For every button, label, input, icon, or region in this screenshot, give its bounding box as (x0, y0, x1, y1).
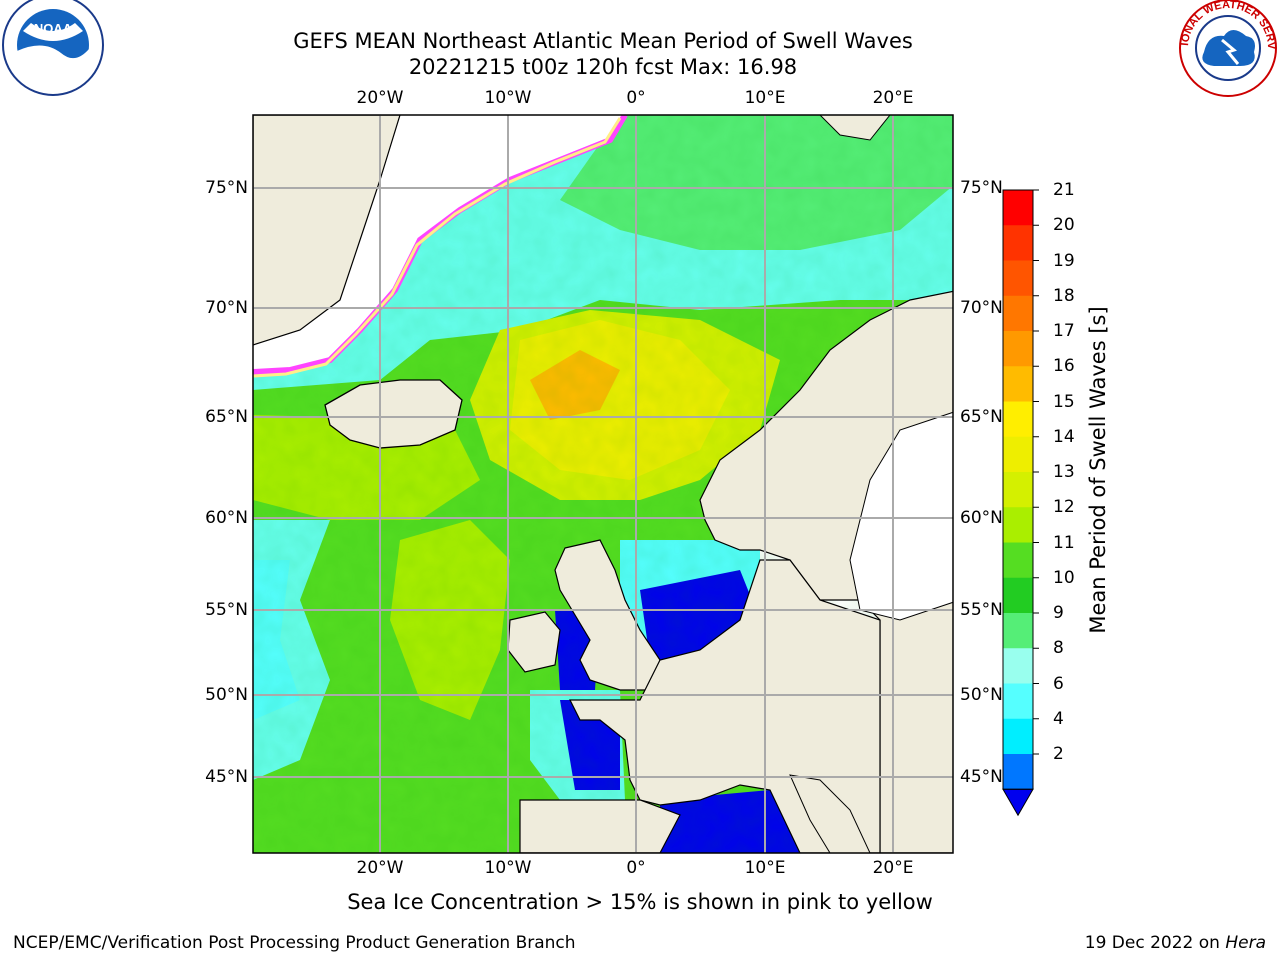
ice-edge-yellow (253, 117, 622, 378)
graticule (253, 115, 953, 853)
lat-tick-left: 45°N (205, 767, 248, 787)
lat-tick-right: 65°N (960, 407, 1003, 427)
lon-tick-top: 10°W (484, 88, 532, 108)
lat-tick-left: 65°N (205, 407, 248, 427)
colorbar-segment (1003, 260, 1033, 297)
colorbar-segment (1003, 613, 1033, 649)
colorbar-tick-label: 21 (1053, 180, 1075, 200)
lat-tick-right: 75°N (960, 178, 1003, 198)
colorbar-segment (1003, 366, 1033, 402)
colorbar-tick-label: 16 (1053, 356, 1075, 377)
colorbar-segment (1003, 401, 1033, 438)
svalbard-land (819, 115, 891, 141)
lat-tick-right: 55°N (960, 600, 1003, 620)
colorbar-tick-label: 15 (1053, 391, 1075, 412)
colorbar-under-arrow (1002, 788, 1034, 817)
footer-date-text: 19 Dec 2022 on (1084, 933, 1220, 953)
great-britain-land (554, 539, 661, 691)
colorbar-tick-label: 10 (1053, 567, 1075, 588)
lon-tick-bottom: 10°W (484, 858, 532, 878)
colorbar-segment (1003, 754, 1033, 790)
colorbar-segment (1003, 648, 1033, 684)
iberia-land (519, 799, 681, 853)
colorbar-tick-label: 17 (1053, 321, 1075, 341)
colorbar-segment (1003, 507, 1033, 543)
colorbar-frame (1002, 189, 1034, 790)
lon-tick-bottom: 0° (626, 858, 646, 878)
colorbar-tick-label: 8 (1053, 638, 1064, 659)
colorbar-segment (1003, 436, 1033, 473)
lon-tick-top: 10°E (744, 88, 786, 108)
footer-date: 19 Dec 2022 on Hera (1085, 933, 1266, 953)
colorbar-segment (1003, 225, 1033, 261)
colorbar-segment (1003, 472, 1033, 508)
colorbar-tick-label: 11 (1053, 532, 1075, 553)
colorbar-segment (1003, 718, 1033, 755)
lon-tick-top: 20°W (356, 88, 404, 108)
baltic-sea (849, 411, 953, 621)
chart-title: GEFS MEAN Northeast Atlantic Mean Period… (293, 29, 913, 53)
lat-tick-right: 60°N (960, 508, 1003, 528)
lat-tick-left: 70°N (205, 298, 248, 318)
italy-land (789, 774, 871, 853)
chart-subtitle: 20221215 t00z 120h fcst Max: 16.98 (408, 55, 798, 79)
lon-tick-bottom: 10°E (744, 858, 786, 878)
lon-tick-top: 20°E (872, 88, 914, 108)
footer-machine: Hera (1225, 933, 1266, 953)
lon-tick-bottom: 20°W (356, 858, 404, 878)
lat-tick-left: 55°N (205, 600, 248, 620)
noaa-logo: NOAA (2, 0, 104, 96)
lat-tick-left: 50°N (205, 685, 248, 705)
colorbar-label: Mean Period of Swell Waves [s] (1086, 306, 1110, 634)
lat-tick-left: 75°N (205, 178, 248, 198)
colorbar-tick-label: 6 (1053, 673, 1064, 694)
lon-tick-bottom: 20°E (872, 858, 914, 878)
lat-tick-right: 70°N (960, 298, 1003, 318)
colorbar-tick-label: 18 (1053, 285, 1075, 306)
scandinavia-land (699, 290, 953, 853)
colorbar-tick-label: 9 (1053, 603, 1064, 623)
footer-credit: NCEP/EMC/Verification Post Processing Pr… (13, 933, 576, 953)
colorbar-segment (1003, 683, 1033, 720)
sea-ice-caption: Sea Ice Concentration > 15% is shown in … (347, 890, 933, 914)
greenland-coast-land (253, 115, 401, 346)
colorbar-segment (1003, 577, 1033, 614)
colorbar (1002, 189, 1039, 817)
colorbar-segment (1003, 542, 1033, 579)
colorbar-tick-label: 14 (1053, 426, 1075, 447)
colorbar-tick-label: 12 (1053, 497, 1075, 518)
iceland-land (324, 379, 463, 449)
colorbar-tick-label: 2 (1053, 744, 1064, 764)
colorbar-segment (1003, 331, 1033, 367)
map-frame (252, 114, 954, 854)
lat-tick-right: 50°N (960, 685, 1003, 705)
colorbar-tick-label: 20 (1053, 215, 1075, 236)
colorbar-segment (1003, 190, 1033, 226)
lat-tick-left: 60°N (205, 508, 248, 528)
colorbar-tick-label: 19 (1053, 250, 1075, 271)
lon-tick-top: 0° (626, 88, 646, 108)
colorbar-tick-label: 4 (1053, 708, 1064, 729)
colorbar-tick-label: 13 (1053, 462, 1075, 482)
noaa-logo-text: NOAA (34, 21, 73, 36)
lat-tick-right: 45°N (960, 767, 1003, 787)
colorbar-segment (1003, 295, 1033, 332)
